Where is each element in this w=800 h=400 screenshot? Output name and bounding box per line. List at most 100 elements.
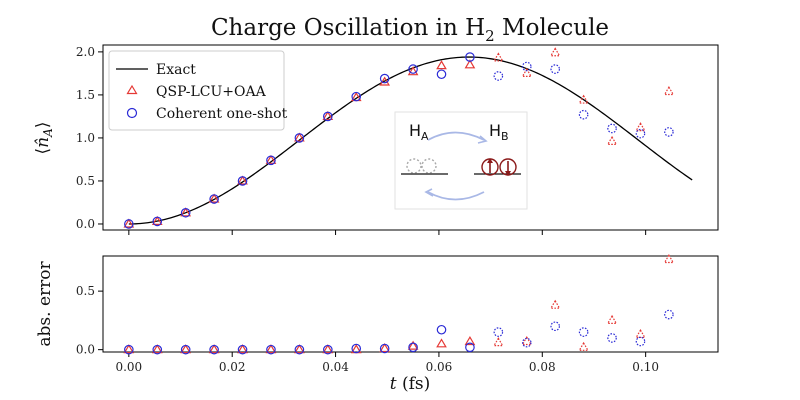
top-qsp-point (578, 94, 589, 104)
bottom-x-tick-label: 0.02 (219, 360, 246, 374)
bottom-qsp-point (464, 335, 476, 346)
top-coherent-point (351, 91, 362, 102)
top-coherent-point (152, 216, 163, 227)
inset-label-ha: HA (409, 121, 429, 143)
bottom-y-tick-label: 0.5 (76, 284, 95, 298)
bottom-qsp-point (578, 341, 589, 351)
bottom-qsp-point (265, 344, 277, 354)
top-coherent-point (578, 109, 589, 120)
top-coherent-point (323, 111, 333, 122)
inset-frame (394, 111, 528, 210)
bottom-qsp-point (180, 344, 192, 354)
legend-frame (108, 50, 285, 131)
legend-exact-label: Exact (156, 62, 196, 78)
top-coherent-point (379, 73, 390, 84)
bottom-x-tick-label: 0.06 (426, 360, 453, 374)
bottom-coherent-point (237, 344, 248, 355)
top-coherent-point (550, 64, 561, 74)
bottom-coherent-point (323, 344, 333, 355)
bottom-qsp-point (294, 344, 305, 354)
top-qsp-point (322, 110, 334, 121)
inset-transfer-arrow-bottom (427, 191, 485, 201)
bottom-coherent-point (664, 309, 674, 320)
inset-label-hb: HB (489, 121, 509, 143)
bottom-x-tick-label: 0.00 (115, 360, 142, 374)
bottom-coherent-point (180, 344, 191, 355)
bottom-y-axis-label: abs. error (35, 261, 55, 347)
top-markers (123, 47, 675, 229)
top-y-ticks: 0.0 0.5 1.0 1.5 2.0 (76, 45, 647, 235)
legend-qsp-label: QSP-LCU+OAA (156, 84, 267, 100)
bottom-qsp-point (663, 254, 675, 264)
top-qsp-point (521, 67, 533, 77)
bottom-qsp-point (237, 344, 248, 354)
bottom-qsp-point (521, 335, 533, 346)
top-coherent-point (521, 61, 532, 72)
exact-curve (128, 56, 693, 225)
top-coherent-point (266, 155, 276, 166)
top-qsp-point (294, 132, 305, 142)
bottom-y-ticks: 0.0 0.5 (76, 284, 103, 357)
top-coherent-point (436, 69, 447, 80)
bottom-qsp-point (606, 314, 618, 324)
top-y-tick-label: 1.0 (76, 131, 95, 145)
inset-arrowhead-top (477, 135, 488, 144)
top-qsp-point (436, 60, 447, 70)
top-panel: 0.0 0.5 1.0 1.5 2.0 ⟨n̂A⟩ Exact QSP-LCU+OAA … (33, 44, 719, 235)
top-qsp-point (464, 59, 476, 69)
inset-empty-orbital-2 (421, 158, 437, 174)
inset-transfer-arrow-top (427, 131, 485, 141)
top-qsp-point (635, 122, 646, 132)
legend-coherent-marker (126, 107, 138, 119)
bottom-qsp-point (123, 344, 135, 354)
top-qsp-point (151, 215, 163, 225)
top-y-tick-label: 0.5 (76, 174, 95, 188)
top-coherent-point (180, 207, 191, 218)
bottom-coherent-point (124, 344, 134, 355)
top-qsp-point (265, 154, 277, 164)
bottom-plot-frame (102, 255, 719, 353)
top-y-axis-label: ⟨n̂A⟩ (33, 122, 55, 155)
bottom-qsp-point (549, 299, 561, 309)
top-qsp-point (606, 135, 618, 145)
bottom-panel: 0.0 0.5 0.00 0.02 0.04 0.06 0.08 0.10 abs. err… (35, 254, 719, 394)
bottom-y-tick-label: 0.0 (76, 343, 95, 357)
x-axis-label: t (fs) (390, 374, 431, 394)
bottom-coherent-point (152, 344, 163, 355)
top-coherent-point (635, 128, 646, 139)
bottom-coherent-point (521, 337, 532, 348)
bottom-coherent-point (294, 344, 305, 355)
inset-empty-orbital-1 (406, 158, 422, 174)
bottom-coherent-point (351, 343, 362, 354)
bottom-qsp-point (151, 344, 163, 354)
bottom-qsp-point (407, 340, 419, 350)
top-y-tick-label: 1.5 (76, 88, 95, 102)
top-qsp-point (208, 193, 220, 203)
top-coherent-point (493, 71, 504, 81)
bottom-coherent-point (436, 324, 447, 335)
top-qsp-point (493, 52, 504, 62)
inset-spin-down-head (505, 171, 511, 176)
top-qsp-point (237, 175, 248, 185)
inset-arrowhead-bottom (424, 188, 434, 197)
top-y-tick-label: 0.0 (76, 217, 95, 231)
top-coherent-point (294, 133, 305, 143)
bottom-coherent-point (607, 333, 617, 343)
bottom-qsp-point (208, 344, 220, 354)
top-coherent-point (408, 64, 418, 74)
bottom-qsp-point (493, 337, 504, 347)
legend-coherent-label: Coherent one-shot (156, 106, 288, 122)
bottom-coherent-point (266, 344, 276, 355)
inset-spin-up-head (487, 158, 493, 163)
legend-qsp-marker (126, 84, 138, 95)
top-coherent-point (664, 127, 674, 137)
bottom-x-tick-label: 0.08 (529, 360, 556, 374)
bottom-coherent-point (209, 344, 219, 355)
bottom-qsp-point (635, 328, 646, 339)
top-coherent-point (124, 219, 134, 229)
top-y-tick-label: 2.0 (76, 45, 95, 59)
top-qsp-point (379, 76, 391, 86)
bottom-qsp-point (436, 338, 447, 348)
top-coherent-point (465, 52, 475, 62)
